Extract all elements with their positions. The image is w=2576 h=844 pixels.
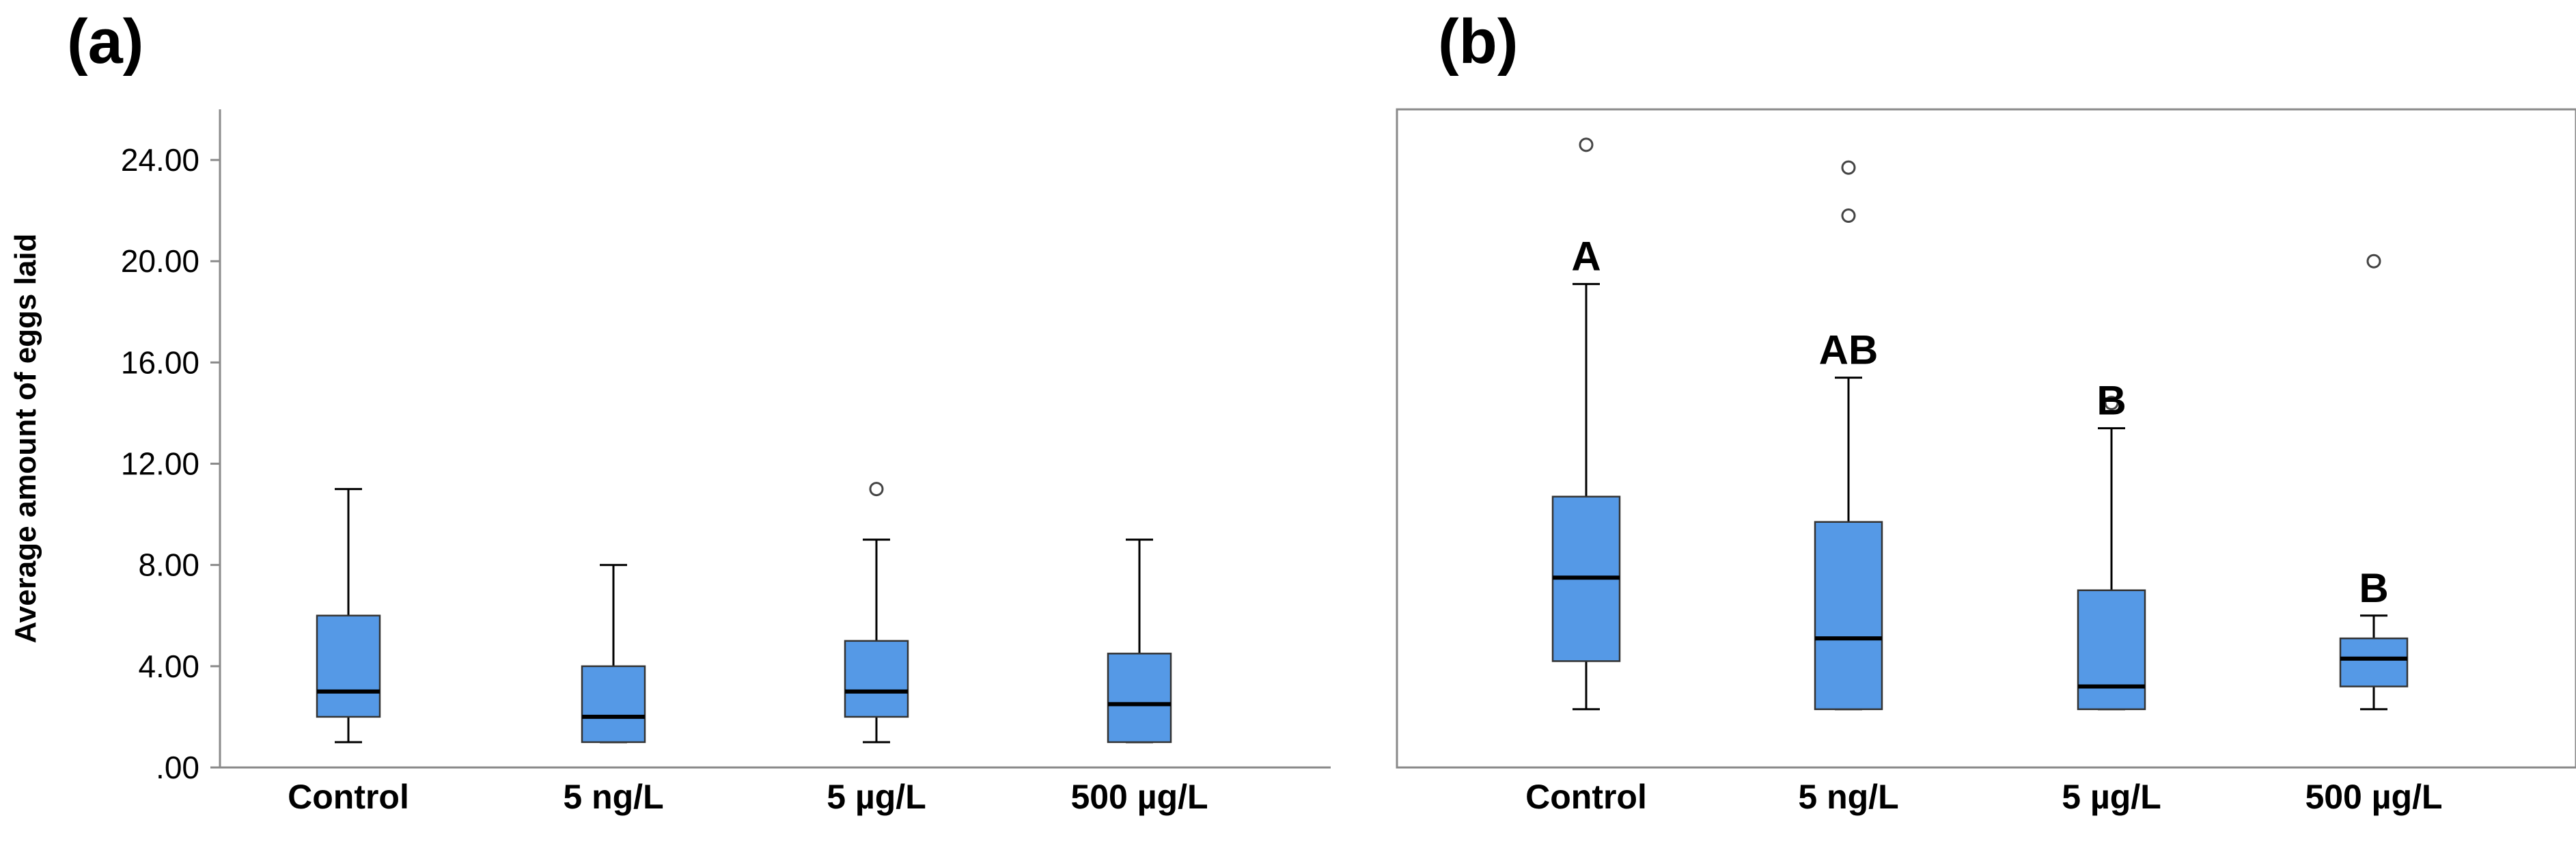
x-category-label: Control xyxy=(1525,778,1647,816)
plot-frame xyxy=(1396,108,2576,769)
y-tick-label: 8.00 xyxy=(138,547,199,583)
x-category-label: 500 µg/L xyxy=(1070,778,1208,816)
x-category-label: 500 µg/L xyxy=(2305,778,2442,816)
x-category-label: Control xyxy=(288,778,409,816)
box-group: B xyxy=(2077,378,2146,711)
y-tick-label: 12.00 xyxy=(121,446,199,482)
iqr-box xyxy=(2077,589,2146,711)
y-tick-label: 24.00 xyxy=(121,142,199,178)
significance-letter: AB xyxy=(1819,327,1879,373)
x-category-label: 5 ng/L xyxy=(1798,778,1898,816)
y-tick-label: 20.00 xyxy=(121,243,199,279)
box-group: AB xyxy=(1814,160,1883,711)
panel-label: (b) xyxy=(1438,7,1518,77)
iqr-box xyxy=(1814,521,1883,711)
significance-letter: A xyxy=(1571,234,1601,280)
x-category-label: 5 µg/L xyxy=(2062,778,2161,816)
panel-label: (a) xyxy=(67,7,143,77)
outlier-point xyxy=(1579,137,1594,152)
box-group xyxy=(581,564,646,744)
iqr-box xyxy=(2339,637,2409,688)
box-group xyxy=(316,488,381,744)
y-tick-label: .00 xyxy=(156,750,199,785)
outlier-point xyxy=(1841,160,1856,175)
box-group xyxy=(844,482,909,744)
iqr-box xyxy=(1107,653,1172,744)
y-tick-label: 16.00 xyxy=(121,344,199,380)
y-axis-title: Average amount of eggs laid xyxy=(9,234,42,644)
iqr-box xyxy=(844,640,909,718)
y-tick-label: 4.00 xyxy=(138,649,199,684)
outlier-point xyxy=(1841,208,1856,223)
iqr-box xyxy=(316,614,381,718)
box-group: A xyxy=(1551,137,1621,711)
outlier-point xyxy=(2104,396,2119,411)
significance-letter: B xyxy=(2359,565,2388,611)
panel-b: (b) A Control AB 5 ng/L B 5 µg/L B 500 µg/L xyxy=(1396,7,2576,816)
x-category-label: 5 ng/L xyxy=(563,778,663,816)
significance-letter: B xyxy=(2096,378,2126,424)
box-group: B xyxy=(2339,254,2409,711)
box-group xyxy=(1107,539,1172,744)
outlier-point xyxy=(869,482,884,497)
x-category-label: 5 µg/L xyxy=(827,778,926,816)
panel-a: (a) .00 4.00 8.00 12.00 16.00 20.00 24.00 Averag… xyxy=(9,7,1331,816)
outlier-point xyxy=(2366,254,2381,269)
iqr-box xyxy=(581,665,646,744)
